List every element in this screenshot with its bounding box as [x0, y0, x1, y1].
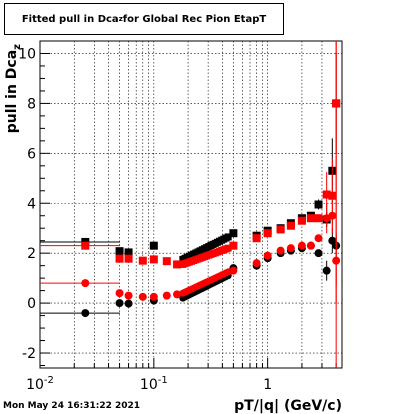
- x-axis-label: pT/|q| (GeV/c): [234, 398, 342, 414]
- data-point: [322, 266, 331, 275]
- timestamp: Mon May 24 16:31:22 2021: [3, 401, 141, 411]
- data-point: [286, 244, 295, 253]
- data-point: [115, 247, 124, 256]
- x-tick-label: 10-2: [26, 375, 54, 393]
- data-point: [306, 214, 315, 223]
- data-point: [124, 248, 133, 257]
- data-point: [229, 229, 238, 238]
- y-tick-label: 2: [27, 246, 36, 262]
- data-point: [124, 254, 133, 263]
- x-tick-label: 10-1: [140, 375, 168, 393]
- data-point: [286, 221, 295, 230]
- data-point: [81, 309, 90, 318]
- data-point: [328, 211, 337, 220]
- data-point: [252, 234, 261, 243]
- data-point: [138, 292, 147, 301]
- data-point: [162, 257, 171, 266]
- data-point: [263, 251, 272, 260]
- data-point: [229, 266, 238, 275]
- x-tick-label: 1: [263, 377, 272, 393]
- y-tick-label: 10: [18, 46, 36, 62]
- data-point: [162, 291, 171, 300]
- data-point: [115, 289, 124, 298]
- title-prefix: Fitted pull in Dca: [21, 13, 119, 25]
- title-subscript: z: [118, 15, 123, 23]
- data-point: [115, 299, 124, 308]
- y-axis-label: pull in Dcaz: [4, 44, 23, 133]
- data-point: [124, 299, 133, 308]
- data-point: [173, 290, 182, 299]
- y-tick-label: 6: [27, 146, 36, 162]
- data-point: [252, 259, 261, 268]
- data-point: [81, 241, 90, 250]
- data-point: [138, 256, 147, 265]
- plot-area: [40, 41, 342, 368]
- data-point: [297, 216, 306, 225]
- data-point: [149, 292, 158, 301]
- data-point: [314, 234, 323, 243]
- y-tick-label: 0: [27, 296, 36, 312]
- data-point: [173, 260, 182, 269]
- y-tick-label: 4: [27, 196, 36, 212]
- data-point: [224, 233, 232, 241]
- title-suffix: for Global Rec Pion EtapT: [122, 13, 267, 25]
- data-point: [314, 200, 323, 209]
- y-tick-label: 8: [27, 96, 36, 112]
- data-point: [224, 244, 232, 252]
- data-point: [276, 246, 285, 255]
- plot-frame: [39, 40, 343, 369]
- data-point: [306, 241, 315, 250]
- data-point: [149, 255, 158, 264]
- data-point: [328, 191, 337, 200]
- data-point: [322, 190, 331, 199]
- data-point: [263, 229, 272, 238]
- data-point: [297, 241, 306, 250]
- data-point: [124, 291, 133, 300]
- data-point: [115, 254, 124, 263]
- data-point: [149, 241, 158, 250]
- data-point: [314, 214, 323, 223]
- data-point: [81, 279, 90, 288]
- y-tick-label: -2: [22, 346, 36, 362]
- data-point: [276, 225, 285, 234]
- data-point: [314, 249, 323, 258]
- data-point: [229, 241, 238, 250]
- chart-title: Fitted pull in Dca z for Global Rec Pion …: [4, 3, 284, 35]
